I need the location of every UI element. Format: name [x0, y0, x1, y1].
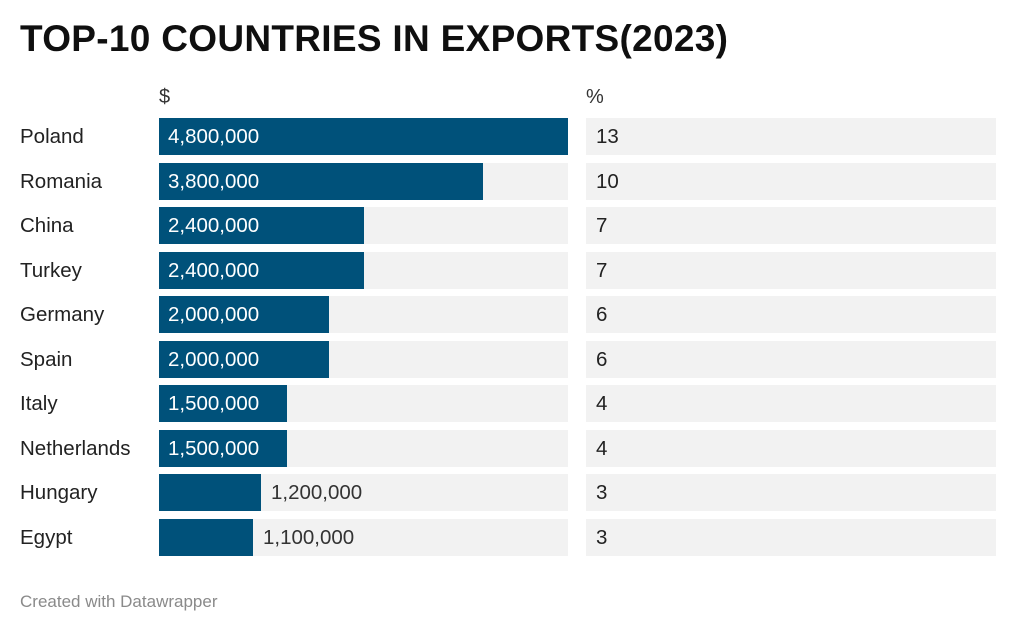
country-label: Hungary	[20, 481, 98, 504]
country-label: Spain	[20, 347, 73, 371]
bar-track: 1,500,000	[159, 385, 568, 422]
share-value: 3	[596, 525, 608, 549]
bar-track: 2,000,000	[159, 296, 568, 333]
bar-value-label: 1,100,000	[263, 525, 355, 549]
country-label: Germany	[20, 303, 105, 326]
share-value: 6	[596, 303, 608, 326]
table-row: Italy 1,500,000 4	[0, 385, 1024, 422]
share-value: 3	[596, 481, 608, 504]
bar	[159, 251, 364, 289]
bar-track: 1,200,000	[159, 474, 568, 511]
table-row: Turkey 2,400,000 7	[0, 251, 1024, 289]
bar-track: 2,400,000	[159, 207, 568, 244]
share-cell: 6	[586, 296, 996, 333]
bar	[159, 429, 287, 467]
table-row: Hungary 1,200,000 3	[0, 474, 1024, 511]
column-header-share: %	[586, 86, 604, 108]
bar-track: 1,500,000	[159, 429, 568, 467]
share-cell: 6	[586, 340, 996, 378]
share-value: 10	[596, 169, 619, 193]
bar-value-label: 2,000,000	[168, 347, 260, 371]
bar-track: 4,800,000	[159, 118, 568, 155]
footer-credit: Created with Datawrapper	[20, 592, 218, 611]
table-row: Egypt 1,100,000 3	[0, 518, 1024, 556]
country-label: Turkey	[20, 258, 82, 282]
share-cell: 4	[586, 429, 996, 467]
share-value: 7	[596, 258, 608, 282]
bar-value-label: 2,400,000	[168, 214, 260, 237]
bar-value-label: 1,200,000	[271, 481, 363, 504]
table-row: Netherlands 1,500,000 4	[0, 429, 1024, 467]
country-label: Poland	[20, 125, 84, 148]
share-cell: 3	[586, 474, 996, 511]
table-row: China 2,400,000 7	[0, 207, 1024, 244]
bar-track: 3,800,000	[159, 162, 568, 200]
country-label: Egypt	[20, 525, 73, 549]
bar-value-label: 1,500,000	[168, 436, 260, 460]
bar	[159, 385, 287, 422]
table-row: Germany 2,000,000 6	[0, 296, 1024, 333]
bar-track: 2,000,000	[159, 340, 568, 378]
country-label: Netherlands	[20, 436, 131, 460]
country-label: China	[20, 214, 74, 237]
bar	[159, 340, 329, 378]
table-row: Romania 3,800,000 10	[0, 162, 1024, 200]
bar-value-label: 2,000,000	[168, 303, 260, 326]
bar-value-label: 3,800,000	[168, 169, 260, 193]
bar-value-label: 2,400,000	[168, 258, 260, 282]
bar-value-label: 4,800,000	[168, 125, 260, 148]
share-value: 6	[596, 347, 608, 371]
share-value: 4	[596, 392, 608, 415]
bar	[159, 207, 364, 244]
table-row: Poland 4,800,000 13	[0, 118, 1024, 155]
chart-title: TOP-10 COUNTRIES IN EXPORTS(2023)	[20, 18, 729, 59]
share-value: 4	[596, 436, 608, 460]
share-cell: 10	[586, 162, 996, 200]
table-row: Spain 2,000,000 6	[0, 340, 1024, 378]
bar-track: 2,400,000	[159, 251, 568, 289]
share-cell: 7	[586, 251, 996, 289]
country-label: Italy	[20, 392, 58, 415]
bar-value-label: 1,500,000	[168, 392, 260, 415]
country-label: Romania	[20, 169, 103, 193]
bar-track: 1,100,000	[159, 518, 568, 556]
share-value: 7	[596, 214, 608, 237]
column-header-value: $	[159, 86, 171, 108]
bar	[159, 474, 261, 511]
table-body: Poland 4,800,000 13 Romania 3,800,000 10 China…	[0, 118, 1024, 563]
share-value: 13	[596, 125, 619, 148]
share-cell: 3	[586, 518, 996, 556]
bar	[159, 118, 568, 155]
bar	[159, 518, 253, 556]
bar	[159, 296, 329, 333]
share-cell: 13	[586, 118, 996, 155]
share-cell: 7	[586, 207, 996, 244]
bar	[159, 162, 483, 200]
share-cell: 4	[586, 385, 996, 422]
